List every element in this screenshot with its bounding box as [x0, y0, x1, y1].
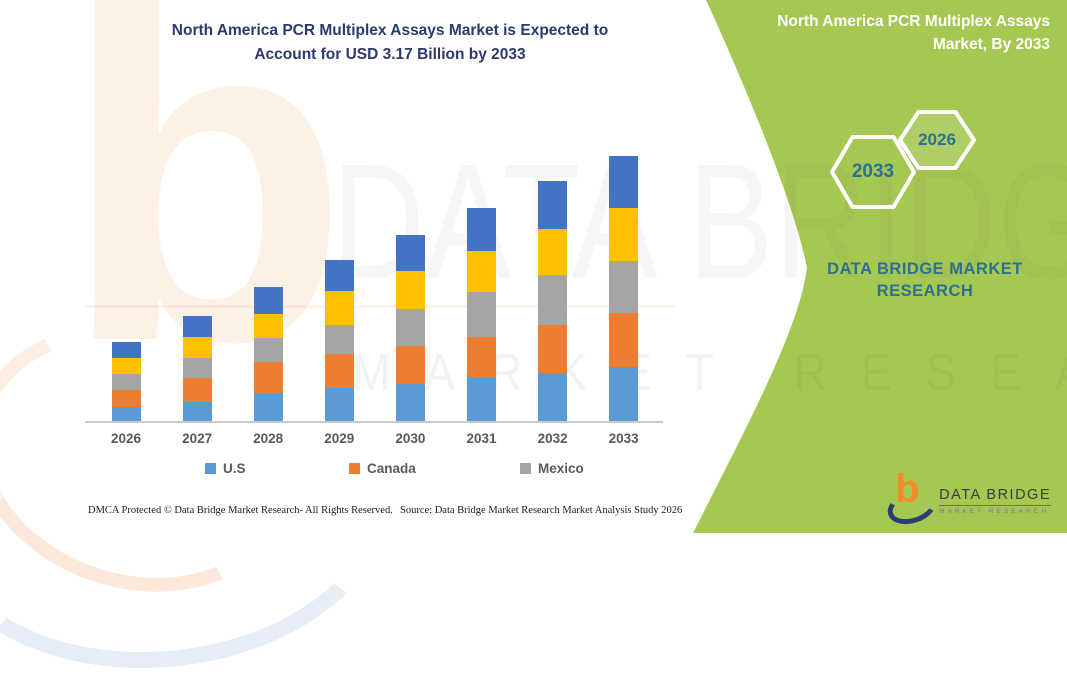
bar-segment: [467, 336, 496, 377]
footer-dmca-text: DMCA Protected © Data Bridge Market Rese…: [88, 505, 393, 516]
bar-segment: [182, 336, 212, 358]
bar-segment: [538, 228, 568, 275]
watermark-underline: [85, 305, 675, 308]
watermark-databridge-text: DATA BRIDGE: [332, 130, 1067, 314]
chart-title-line1: North America PCR Multiplex Assays Marke…: [171, 22, 609, 39]
legend-marker-canada: [349, 463, 360, 474]
x-axis-label-2027: 2027: [182, 431, 213, 446]
bar-2030: [395, 235, 425, 421]
bar-segment: [395, 235, 425, 272]
side-panel-title-line1: North America PCR Multiplex Assays: [777, 13, 1050, 30]
hexagon-2033-label: 2033: [851, 161, 895, 182]
logo-text-block: DATA BRIDGE MARKET RESEARCH: [939, 487, 1051, 515]
bar-segment: [324, 324, 354, 355]
x-axis-label-2028: 2028: [253, 431, 284, 446]
bar-segment: [324, 259, 354, 292]
legend-marker-mexico: [520, 463, 531, 474]
side-panel-title: North America PCR Multiplex Assays Marke…: [720, 10, 1050, 56]
bar-segment: [395, 384, 425, 421]
bar-segment: [324, 388, 354, 421]
legend-item-canada: Canada: [349, 461, 416, 476]
stacked-bar-chart: 2026 2027 2028 2029 2030 2031 2032 2033: [85, 150, 663, 446]
bar-segment: [111, 341, 141, 359]
hexagon-2033: [830, 135, 916, 209]
hexagon-2026-label: 2026: [918, 130, 956, 149]
bar-segment: [395, 345, 425, 385]
x-axis-label-2029: 2029: [324, 431, 355, 446]
x-axis-label-2033: 2033: [608, 431, 639, 446]
bar-segment: [324, 354, 354, 389]
legend-label-canada: Canada: [367, 461, 416, 476]
x-axis-label-2030: 2030: [395, 431, 426, 446]
bar-segment: [253, 338, 283, 362]
x-axis-label-2026: 2026: [110, 431, 142, 446]
logo-name: DATA BRIDGE: [939, 487, 1051, 506]
bar-segment: [609, 366, 639, 421]
bar-segment: [253, 393, 283, 421]
bar-segment: [538, 373, 568, 421]
bar-segment: [111, 390, 141, 407]
bar-segment: [253, 314, 283, 339]
chart-title: North America PCR Multiplex Assays Marke…: [90, 19, 690, 67]
panel-brand-text: DATA BRIDGE MARKET RESEARCH: [790, 258, 1060, 302]
green-side-panel-shape: [693, 0, 1067, 533]
legend-label-us: U.S: [223, 461, 246, 476]
hexagon-2026: [898, 110, 976, 170]
bar-segment: [324, 291, 354, 325]
bar-segment: [467, 376, 496, 421]
bar-segment: [538, 274, 568, 325]
bar-segment: [182, 357, 212, 378]
bar-2031: [467, 207, 496, 421]
bar-segment: [609, 207, 639, 261]
x-axis-label-2031: 2031: [466, 431, 497, 446]
legend-label-mexico: Mexico: [538, 461, 584, 476]
databridge-logo: b DATA BRIDGE MARKET RESEARCH: [883, 469, 1051, 530]
bar-2026: [111, 341, 141, 421]
legend-marker-us: [205, 463, 216, 474]
bar-segment: [253, 361, 283, 394]
bar-segment: [395, 271, 425, 309]
logo-subtitle: MARKET RESEARCH: [939, 508, 1050, 515]
bar-segment: [467, 207, 496, 252]
bar-segment: [253, 287, 283, 315]
bar-2033: [609, 156, 639, 421]
bar-segment: [111, 406, 141, 421]
bar-2029: [324, 259, 354, 421]
bar-segment: [609, 156, 639, 208]
logo-b-glyph: b: [895, 467, 920, 511]
bar-segment: [111, 374, 141, 391]
legend-item-mexico: Mexico: [520, 461, 584, 476]
bar-segment: [538, 324, 568, 374]
side-panel-title-line2: Market, By 2033: [932, 36, 1050, 53]
bar-segment: [182, 401, 212, 421]
bar-2032: [538, 180, 568, 421]
databridge-logo-icon: b: [883, 469, 941, 530]
panel-brand-line1: DATA BRIDGE MARKET: [827, 260, 1023, 278]
bar-segment: [609, 313, 639, 367]
x-axis-line: [85, 421, 663, 423]
bar-2027: [182, 315, 212, 421]
footer-source-text: Source: Data Bridge Market Research Mark…: [400, 505, 683, 516]
legend-item-us: U.S: [205, 461, 246, 476]
bar-2028: [253, 287, 283, 421]
bar-segment: [467, 251, 496, 293]
panel-brand-line2: RESEARCH: [876, 282, 974, 300]
bar-segment: [111, 358, 141, 375]
bar-segment: [395, 308, 425, 346]
bar-segment: [538, 180, 568, 229]
bar-segment: [609, 260, 639, 314]
x-axis-label-2032: 2032: [537, 431, 568, 446]
bar-segment: [467, 292, 496, 337]
bar-segment: [182, 377, 212, 402]
bar-segment: [182, 315, 212, 337]
year-hexagons: [0, 0, 1067, 533]
chart-title-line2: Account for USD 3.17 Billion by 2033: [254, 46, 526, 63]
